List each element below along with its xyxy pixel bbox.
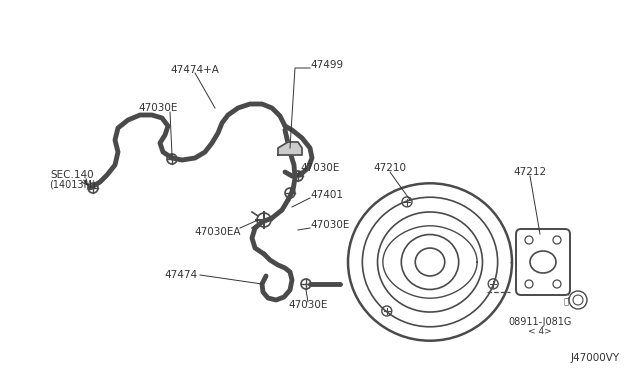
- Text: 47030E: 47030E: [310, 220, 349, 230]
- Text: 47030EA: 47030EA: [195, 227, 241, 237]
- FancyBboxPatch shape: [516, 229, 570, 295]
- Text: 47401: 47401: [310, 190, 343, 200]
- Polygon shape: [278, 142, 302, 155]
- Text: 47210: 47210: [374, 163, 406, 173]
- Text: 47474: 47474: [165, 270, 198, 280]
- Text: J47000VY: J47000VY: [571, 353, 620, 363]
- Text: SEC.140: SEC.140: [50, 170, 94, 180]
- Text: (14013M): (14013M): [49, 179, 95, 189]
- Text: 47499: 47499: [310, 60, 343, 70]
- Text: 08911-J081G: 08911-J081G: [508, 317, 572, 327]
- Text: 47474+A: 47474+A: [171, 65, 220, 75]
- Text: Ⓝ: Ⓝ: [563, 298, 568, 307]
- Text: 47212: 47212: [513, 167, 547, 177]
- Text: < 4>: < 4>: [528, 327, 552, 337]
- Text: 47030E: 47030E: [300, 163, 339, 173]
- Text: 47030E: 47030E: [138, 103, 177, 113]
- Text: 47030E: 47030E: [288, 300, 328, 310]
